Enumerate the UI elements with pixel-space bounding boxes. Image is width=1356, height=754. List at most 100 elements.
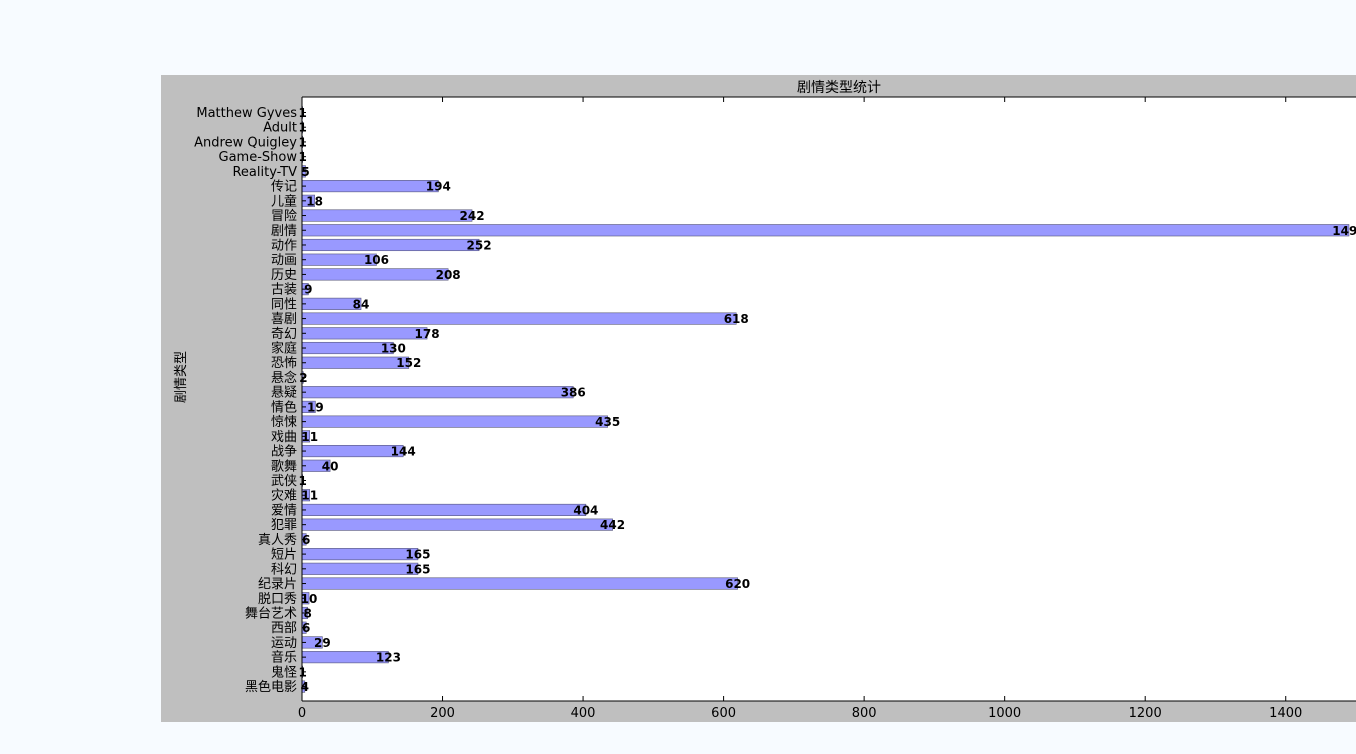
category-label: 戏曲 [271,430,297,445]
value-label: 84 [353,297,370,311]
category-label: 家庭 [271,341,297,357]
category-label: Andrew Quigley [194,135,297,150]
category-label: Game-Show [219,150,298,165]
axes-lines [301,96,1356,702]
value-label: 18 [306,194,323,208]
value-label: 19 [307,400,324,414]
category-label: 恐怖 [271,355,297,371]
category-label: 运动 [271,636,297,651]
value-labels: 1111519418242149025210620898461817813015… [299,106,1356,694]
category-label: 战争 [271,445,297,460]
category-label: 奇幻 [271,326,297,342]
category-label: 武侠 [271,474,297,489]
value-label: 11 [301,489,318,503]
value-label: 130 [381,342,406,356]
category-label: Reality-TV [232,165,297,180]
value-label: 8 [303,606,311,620]
bar [301,386,574,399]
category-label: 动画 [271,253,297,268]
bar [301,562,419,575]
value-label: 242 [460,209,485,223]
value-label: 29 [314,636,331,650]
bar [301,415,608,428]
category-label: 脱口秀 [258,592,297,607]
value-label: 404 [573,503,598,517]
bar [301,548,419,561]
category-label: 古装 [271,283,297,298]
chart-title: 剧情类型统计 [797,80,881,96]
category-label: 科幻 [271,562,297,577]
bar [301,356,410,369]
category-label: 同性 [271,297,297,312]
value-label: 194 [426,180,451,194]
category-label: 惊悚 [271,415,297,430]
category-label: 历史 [271,268,297,283]
value-label: 152 [396,356,421,370]
bar [301,518,613,531]
category-label: Matthew Gyves [196,106,297,121]
value-label: 178 [415,327,440,341]
category-label: 西部 [271,621,297,636]
bar [301,341,394,355]
value-label: 1490 [1332,224,1356,238]
x-tick-label: 200 [430,706,455,721]
value-label: 165 [405,548,430,562]
value-label: 40 [322,459,339,473]
category-label: 冒险 [271,209,297,224]
bar [301,268,449,281]
value-label: 386 [561,386,586,400]
y-axis-label: 剧情类型 [174,351,189,403]
category-label: 剧情 [271,224,297,239]
x-tick-label: 1200 [1129,706,1162,721]
bar [301,209,473,222]
value-label: 208 [436,268,461,282]
value-label: 123 [376,651,401,665]
bar [301,577,738,590]
category-label: 儿童 [271,193,297,209]
bar [301,327,428,340]
category-label: 舞台艺术 [245,606,297,621]
value-label: 144 [391,445,416,459]
x-tick-label: 0 [298,706,306,721]
category-label: 音乐 [271,650,297,666]
value-label: 9 [304,283,312,297]
bar [301,180,439,193]
category-label: 鬼怪 [271,664,297,680]
value-label: 10 [301,592,318,606]
category-label: Adult [263,121,297,136]
bar [301,238,480,252]
bar [301,503,587,516]
value-label: 6 [302,621,310,635]
category-label: 爱情 [271,503,297,518]
value-label: 5 [301,165,309,179]
value-label: 252 [467,238,492,252]
value-label: 618 [724,312,749,326]
bar [301,312,737,325]
category-label: 动作 [271,238,297,253]
category-label: 真人秀 [258,533,297,548]
category-label: 悬疑 [271,385,297,401]
category-label: 黑色电影 [245,679,297,695]
category-label: 情色 [271,399,297,415]
category-label: 纪录片 [258,577,297,592]
category-label: 短片 [271,548,297,563]
category-label: 灾难 [271,488,297,504]
category-label: 歌舞 [271,459,297,474]
x-tick-label: 400 [571,706,596,721]
value-label: 435 [595,415,620,429]
value-label: 620 [725,577,750,591]
value-label: 165 [405,562,430,576]
chart-figure: 剧情类型统计 剧情类型 Matthew Gyves Adult Andrew Qui… [161,75,1356,722]
category-label: 传记 [271,180,297,195]
bar [301,445,404,458]
value-label: 6 [302,533,310,547]
x-tick-label: 800 [852,706,877,721]
value-label: 106 [364,253,389,267]
category-label: 犯罪 [271,518,297,533]
x-axis-ticks: 0 200 400 600 800 1000 1200 1400 [298,97,1302,721]
x-tick-label: 600 [711,706,736,721]
category-label: 悬念 [271,370,297,386]
category-label: 喜剧 [271,312,297,327]
